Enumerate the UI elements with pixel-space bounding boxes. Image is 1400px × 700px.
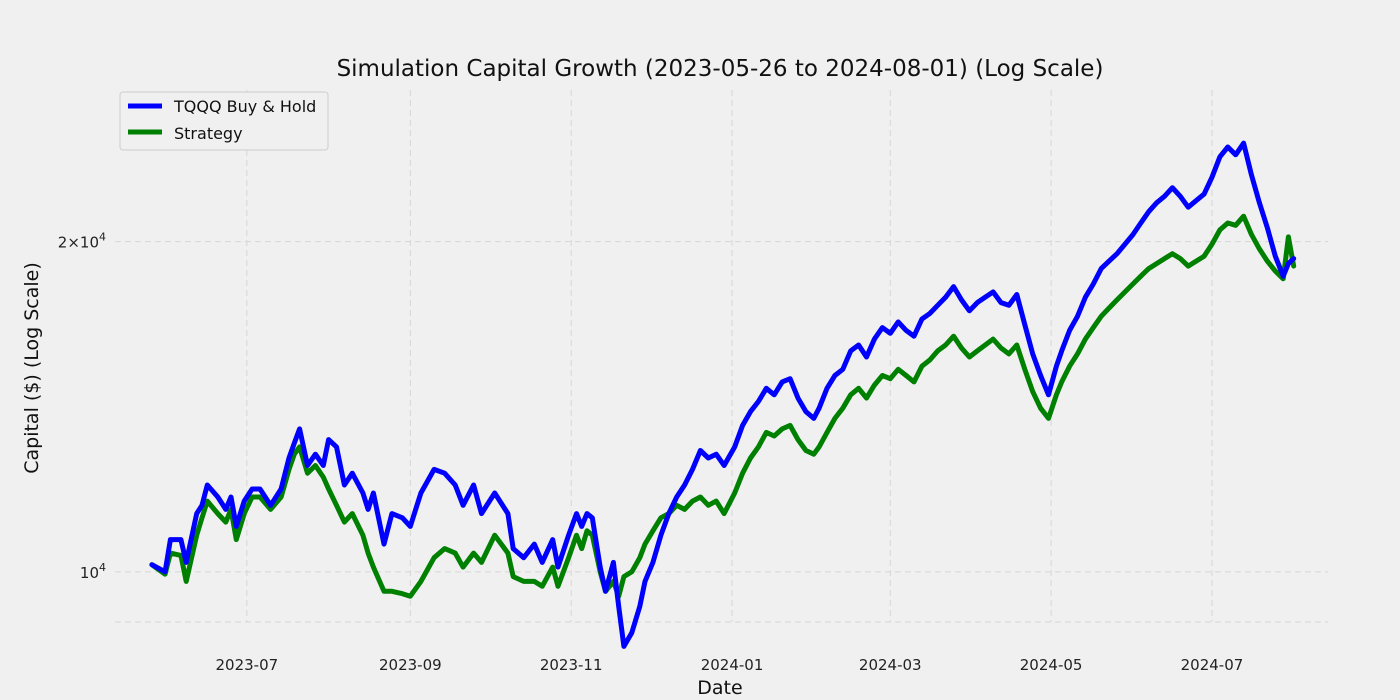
- x-axis-label: Date: [697, 677, 742, 699]
- series-line-tqqq-buy-hold: [149, 140, 1297, 649]
- y-tick-label: 2×104: [58, 231, 106, 252]
- y-tick-label: 104: [80, 561, 106, 582]
- legend-label-tqqq: TQQQ Buy & Hold: [173, 97, 316, 116]
- x-tick-label: 2023-07: [216, 656, 279, 674]
- x-tick-label: 2024-03: [859, 656, 922, 674]
- x-axis-ticks: 2023-07 2023-09 2023-11 2024-01 2024-03 2024-…: [216, 656, 1244, 674]
- legend: TQQQ Buy & Hold Strategy: [119, 91, 329, 151]
- series-line-strategy: [149, 213, 1297, 599]
- x-tick-label: 2024-07: [1181, 656, 1244, 674]
- x-tick-label: 2023-11: [540, 656, 603, 674]
- y-axis-label: Capital ($) (Log Scale): [21, 262, 43, 474]
- chart-title: Simulation Capital Growth (2023-05-26 to…: [337, 56, 1104, 82]
- x-tick-label: 2024-01: [701, 656, 764, 674]
- x-tick-label: 2023-09: [379, 656, 442, 674]
- legend-label-strategy: Strategy: [174, 124, 243, 143]
- y-axis-ticks: 104 2×104: [58, 231, 106, 582]
- x-tick-label: 2024-05: [1020, 656, 1083, 674]
- series-lines: [149, 140, 1297, 649]
- legend-box: [119, 91, 329, 151]
